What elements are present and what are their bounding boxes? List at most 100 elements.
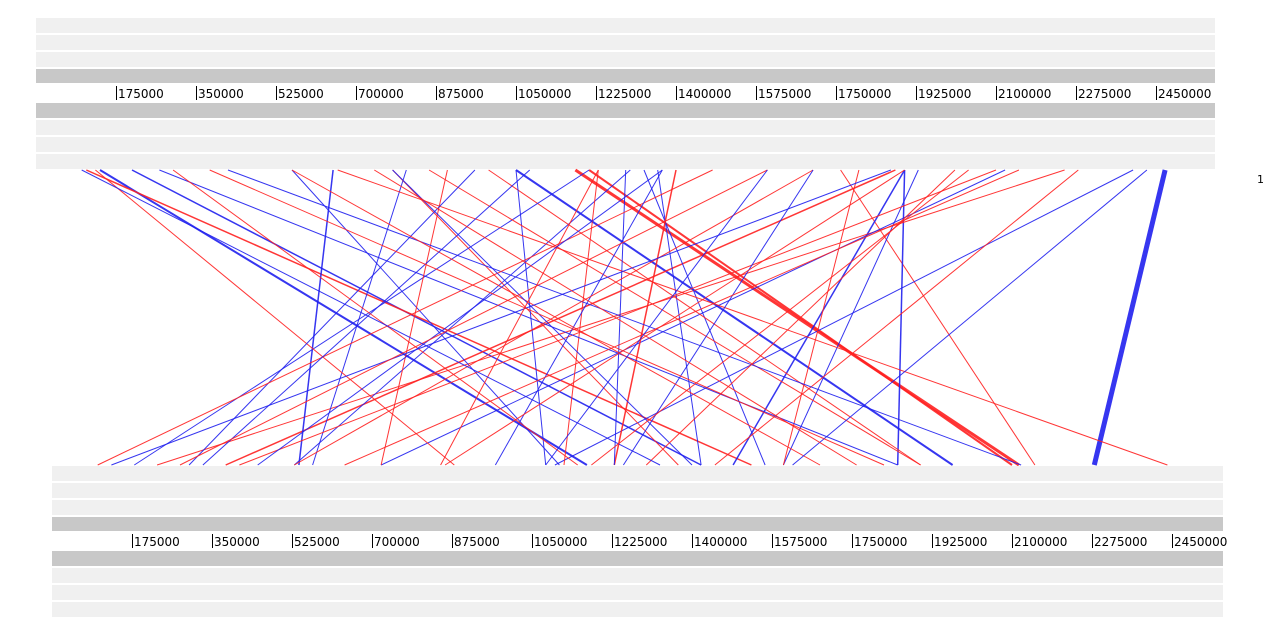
forward-match-link bbox=[291, 169, 821, 466]
reverse-match-link bbox=[227, 169, 1022, 466]
forward-match-link bbox=[209, 169, 885, 466]
bottom-ruler-tick-label: 1225000 bbox=[614, 535, 668, 549]
reverse-match-link bbox=[792, 169, 1148, 466]
reverse-match-link bbox=[613, 169, 627, 466]
reverse-match-link bbox=[159, 169, 898, 466]
bottom-ruler-tick bbox=[1172, 534, 1173, 548]
reverse-match-link bbox=[134, 169, 590, 466]
forward-match-link bbox=[225, 169, 896, 466]
bottom-track-band bbox=[52, 568, 1223, 583]
top-ruler-tick bbox=[356, 86, 357, 100]
bottom-ruler-tick-label: 175000 bbox=[134, 535, 180, 549]
reverse-match-link bbox=[111, 169, 892, 466]
top-ruler-tick bbox=[836, 86, 837, 100]
forward-match-link bbox=[591, 169, 969, 466]
bottom-genome-bar bbox=[52, 551, 1223, 566]
forward-match-link bbox=[380, 169, 448, 466]
reverse-match-link bbox=[515, 169, 954, 466]
reverse-match-link bbox=[298, 169, 334, 466]
bottom-ruler-tick bbox=[1092, 534, 1093, 548]
reverse-match-link bbox=[293, 169, 631, 466]
reverse-match-link bbox=[515, 169, 547, 466]
top-genome-bar bbox=[36, 103, 1215, 118]
bottom-ruler-tick bbox=[612, 534, 613, 548]
forward-match-link bbox=[239, 169, 997, 466]
forward-match-link bbox=[574, 168, 1020, 467]
top-ruler-tick bbox=[676, 86, 677, 100]
bottom-ruler-tick-label: 1925000 bbox=[934, 535, 988, 549]
forward-match-link bbox=[613, 169, 677, 466]
forward-match-link bbox=[645, 169, 956, 466]
reverse-match-link bbox=[131, 169, 702, 466]
top-track-band bbox=[36, 120, 1215, 135]
forward-match-link bbox=[374, 169, 857, 466]
top-track-band bbox=[36, 52, 1215, 67]
top-ruler-tick bbox=[916, 86, 917, 100]
bottom-ruler-tick-label: 1575000 bbox=[774, 535, 828, 549]
top-ruler-tick-label: 175000 bbox=[118, 87, 164, 101]
top-ruler-tick-label: 525000 bbox=[278, 87, 324, 101]
bottom-ruler-tick-label: 350000 bbox=[214, 535, 260, 549]
forward-match-link bbox=[440, 169, 599, 466]
bottom-track-band bbox=[52, 466, 1223, 481]
forward-match-link bbox=[294, 169, 814, 466]
side-label: 1 bbox=[1257, 173, 1264, 186]
bottom-ruler-tick bbox=[132, 534, 133, 548]
reverse-match-link bbox=[99, 169, 588, 466]
reverse-match-link bbox=[1091, 169, 1168, 466]
bottom-ruler-tick-label: 2275000 bbox=[1094, 535, 1148, 549]
bottom-genome-ruler: 175000 350000 525000 700000 875000 1050000 122… bbox=[0, 534, 1281, 552]
bottom-track-band bbox=[52, 483, 1223, 498]
top-ruler-tick bbox=[116, 86, 117, 100]
top-ruler-tick bbox=[596, 86, 597, 100]
forward-match-link bbox=[85, 169, 752, 466]
top-track-band bbox=[36, 18, 1215, 33]
bottom-ruler-tick bbox=[212, 534, 213, 548]
bottom-ruler-tick-label: 875000 bbox=[454, 535, 500, 549]
forward-match-link bbox=[563, 169, 599, 466]
top-ruler-tick-label: 1050000 bbox=[518, 87, 572, 101]
top-ruler-tick-label: 1925000 bbox=[918, 87, 972, 101]
bottom-ruler-tick-label: 2450000 bbox=[1174, 535, 1228, 549]
top-ruler-tick-label: 2100000 bbox=[998, 87, 1052, 101]
forward-match-link bbox=[782, 169, 860, 466]
reverse-match-link bbox=[494, 169, 663, 466]
bottom-ruler-tick-label: 1400000 bbox=[694, 535, 748, 549]
bottom-ruler-tick bbox=[452, 534, 453, 548]
top-genome-bar bbox=[36, 69, 1215, 83]
reverse-match-link bbox=[188, 169, 476, 466]
reverse-match-link bbox=[782, 169, 919, 466]
forward-match-link bbox=[392, 169, 679, 466]
top-ruler-tick bbox=[756, 86, 757, 100]
top-genome-ruler: 175000 350000 525000 700000 875000 1050000 122… bbox=[0, 86, 1281, 104]
reverse-match-link bbox=[202, 169, 531, 466]
forward-match-link bbox=[172, 169, 578, 466]
bottom-ruler-tick bbox=[852, 534, 853, 548]
forward-match-link bbox=[488, 169, 921, 466]
bottom-track-band bbox=[52, 500, 1223, 515]
reverse-match-link bbox=[545, 169, 768, 466]
top-ruler-tick bbox=[1156, 86, 1157, 100]
reverse-match-link bbox=[257, 169, 663, 466]
reverse-match-link bbox=[392, 169, 693, 466]
forward-match-link bbox=[337, 169, 1168, 466]
reverse-match-link bbox=[554, 169, 1134, 466]
reverse-match-link bbox=[81, 169, 661, 466]
top-ruler-tick bbox=[996, 86, 997, 100]
forward-match-link bbox=[840, 169, 1036, 466]
reverse-match-link bbox=[312, 169, 407, 466]
bottom-ruler-tick bbox=[772, 534, 773, 548]
top-ruler-tick bbox=[196, 86, 197, 100]
bottom-genome-bar bbox=[52, 517, 1223, 531]
bottom-ruler-tick-label: 525000 bbox=[294, 535, 340, 549]
top-ruler-tick-label: 700000 bbox=[358, 87, 404, 101]
forward-match-link bbox=[95, 169, 455, 466]
top-track-band bbox=[36, 154, 1215, 169]
top-ruler-tick bbox=[436, 86, 437, 100]
top-ruler-tick-label: 2450000 bbox=[1158, 87, 1212, 101]
reverse-match-link bbox=[380, 169, 1006, 466]
reverse-match-link bbox=[732, 169, 906, 466]
bottom-ruler-tick-label: 1050000 bbox=[534, 535, 588, 549]
top-ruler-tick-label: 1750000 bbox=[838, 87, 892, 101]
